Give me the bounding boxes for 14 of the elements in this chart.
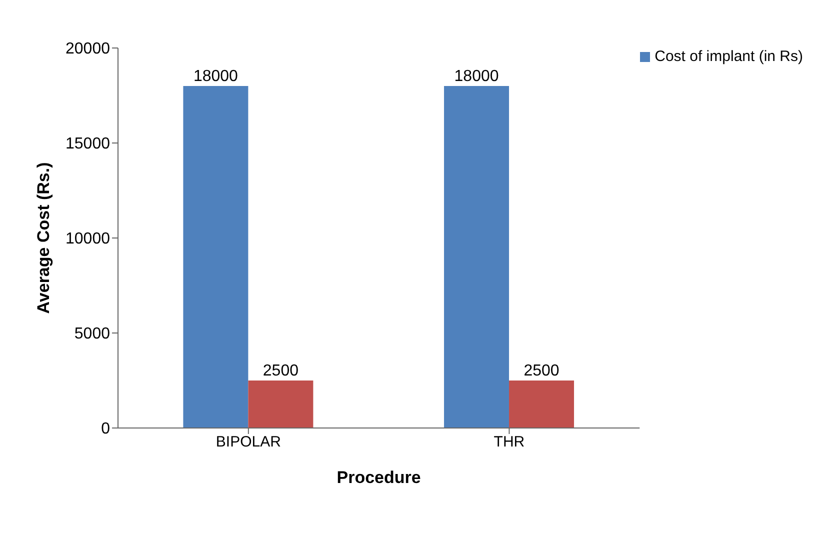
y-axis-title: Average Cost (Rs.) [34, 162, 54, 314]
y-tick-label: 20000 [66, 40, 110, 58]
x-axis-title: Procedure [336, 468, 421, 487]
data-label: 18000 [193, 68, 238, 85]
legend-label: Cost of implant (in Rs) [654, 48, 803, 65]
data-label: 2500 [524, 362, 560, 380]
data-label: 18000 [454, 68, 499, 85]
x-tick-label: BIPOLAR [216, 434, 282, 451]
y-tick-label: 10000 [66, 230, 110, 248]
y-tick-label: 5000 [74, 326, 110, 343]
y-tick-label: 15000 [66, 136, 110, 153]
data-label: 2500 [262, 362, 299, 380]
x-tick-label: THR [494, 434, 525, 451]
y-tick-label: 0 [101, 420, 110, 438]
